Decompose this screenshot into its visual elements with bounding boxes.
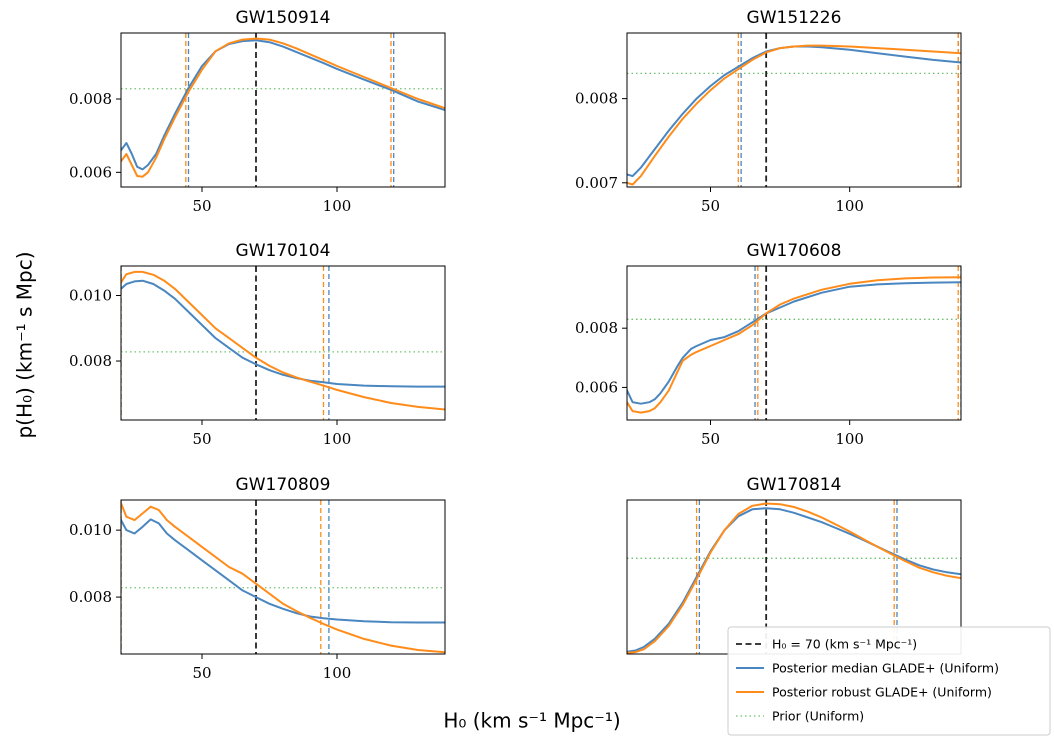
median-posterior-line bbox=[121, 279, 445, 388]
median-posterior-line bbox=[121, 518, 445, 624]
axes-frame bbox=[120, 265, 446, 421]
x-tick-label: 50 bbox=[701, 430, 720, 448]
robust-posterior-line bbox=[627, 276, 961, 414]
robust-posterior-line bbox=[627, 502, 961, 654]
panel-title: GW170104 bbox=[236, 241, 331, 261]
panel-gw170809: GW170809 50 100 0.008 0.010 bbox=[69, 475, 446, 682]
legend: H₀ = 70 (km s⁻¹ Mpc⁻¹) Posterior median G… bbox=[727, 626, 1051, 736]
x-tick-label: 50 bbox=[701, 197, 720, 215]
panel-gw170608: GW170608 50 100 0.006 0.008 bbox=[575, 241, 962, 448]
robust-posterior-line bbox=[121, 37, 445, 178]
y-tick-label: 0.010 bbox=[69, 521, 112, 539]
plot-area bbox=[627, 33, 961, 187]
median-posterior-line bbox=[121, 39, 445, 171]
panel-gw150914: GW150914 50 100 0.006 0.008 bbox=[69, 8, 446, 215]
axes-frame bbox=[626, 265, 962, 421]
panel-gw170104: GW170104 50 100 0.008 0.010 bbox=[69, 241, 446, 448]
y-tick-label: 0.008 bbox=[575, 319, 618, 337]
x-tick-label: 50 bbox=[192, 197, 211, 215]
axes-frame bbox=[626, 32, 962, 188]
median-posterior-line bbox=[627, 507, 961, 653]
y-tick-label: 0.008 bbox=[69, 90, 112, 108]
axes-frame bbox=[120, 499, 446, 655]
legend-box bbox=[727, 626, 1051, 736]
plot-area bbox=[121, 33, 445, 187]
panel-title: GW170608 bbox=[747, 241, 842, 261]
panel-title: GW151226 bbox=[747, 8, 842, 28]
legend-label-prior: Prior (Uniform) bbox=[772, 709, 864, 724]
panel-title: GW170809 bbox=[236, 475, 331, 495]
y-axis-label: p(H₀) (km⁻¹ s Mpc) bbox=[13, 251, 37, 438]
y-tick-label: 0.006 bbox=[69, 163, 112, 181]
legend-label-median: Posterior median GLADE+ (Uniform) bbox=[772, 661, 999, 676]
y-tick-label: 0.008 bbox=[575, 90, 618, 108]
y-tick-label: 0.007 bbox=[575, 174, 618, 192]
panel-title: GW150914 bbox=[236, 8, 331, 28]
plot-area bbox=[121, 500, 445, 654]
panel-gw151226: GW151226 50 100 0.007 0.008 bbox=[575, 8, 962, 215]
y-tick-label: 0.010 bbox=[69, 286, 112, 304]
x-tick-label: 100 bbox=[835, 197, 864, 215]
median-posterior-line bbox=[627, 45, 961, 178]
y-tick-label: 0.008 bbox=[69, 352, 112, 370]
x-axis-label: H₀ (km s⁻¹ Mpc⁻¹) bbox=[443, 709, 620, 733]
axes-frame bbox=[120, 32, 446, 188]
panel-title: GW170814 bbox=[747, 475, 842, 495]
legend-label-truth: H₀ = 70 (km s⁻¹ Mpc⁻¹) bbox=[772, 637, 917, 652]
y-tick-label: 0.008 bbox=[69, 588, 112, 606]
legend-label-robust: Posterior robust GLADE+ (Uniform) bbox=[772, 685, 992, 700]
robust-posterior-line bbox=[121, 502, 445, 654]
panels-group: GW150914 50 100 0.006 0.008 GW151226 50 100 0.00… bbox=[69, 8, 962, 682]
plot-area bbox=[627, 266, 961, 420]
panel-gw170814: GW170814 bbox=[626, 475, 962, 655]
x-tick-label: 100 bbox=[323, 664, 352, 682]
y-tick-label: 0.006 bbox=[575, 378, 618, 396]
median-posterior-line bbox=[627, 281, 961, 405]
x-tick-label: 100 bbox=[323, 197, 352, 215]
plot-area bbox=[121, 266, 445, 420]
x-tick-label: 100 bbox=[323, 430, 352, 448]
x-tick-label: 50 bbox=[192, 430, 211, 448]
robust-posterior-line bbox=[627, 44, 961, 186]
x-tick-label: 100 bbox=[835, 430, 864, 448]
robust-posterior-line bbox=[121, 270, 445, 411]
x-tick-label: 50 bbox=[192, 664, 211, 682]
